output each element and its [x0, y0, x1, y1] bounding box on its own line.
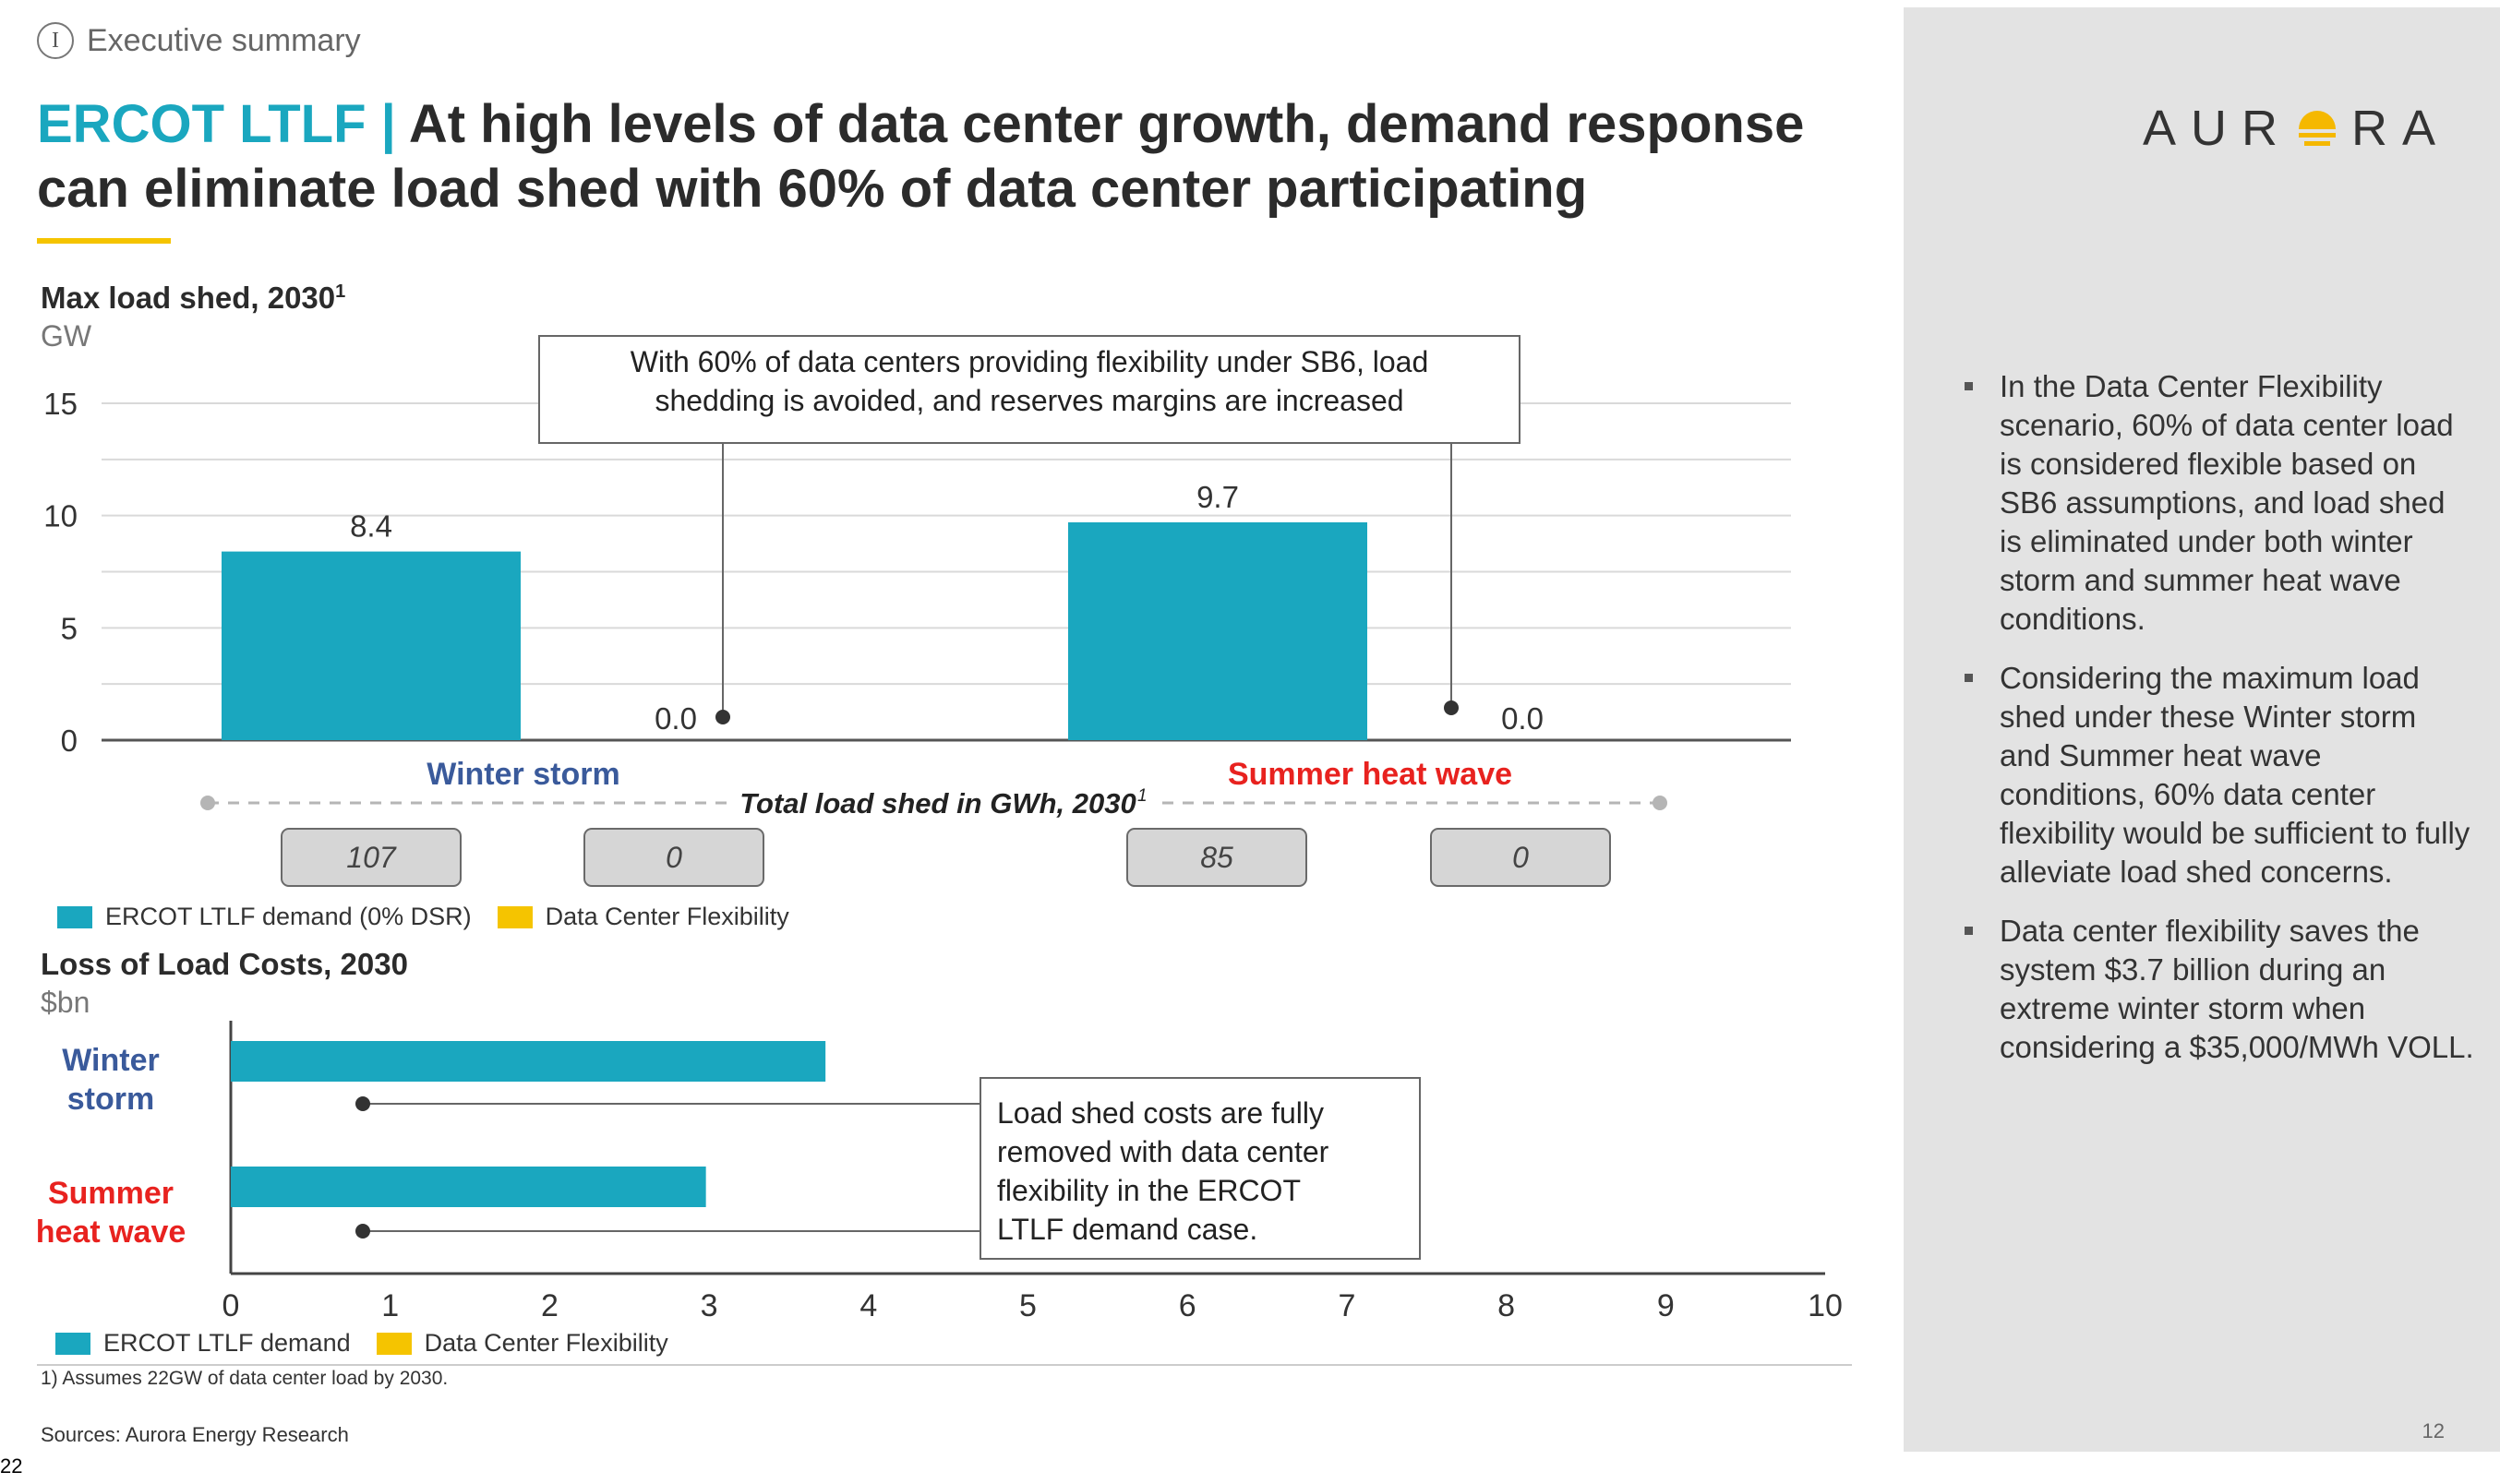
bar-ercot [1068, 521, 1367, 740]
total-box [583, 828, 764, 887]
totals-label-sup: 1 [1137, 786, 1148, 806]
sources: Sources: Aurora Energy Research [41, 1423, 349, 1446]
total-box [1126, 828, 1307, 887]
sun-icon [2298, 111, 2336, 146]
slide-title: ERCOT LTLF | At high levels of data cent… [37, 92, 1883, 221]
total-value: 85 [1200, 841, 1233, 874]
legend-label: ERCOT LTLF demand (0% DSR) [105, 903, 472, 930]
sidebar-bullet: Considering the maximum load shed under … [1957, 659, 2474, 892]
x-tick-label: 3 [701, 1288, 718, 1323]
callout-text: Load shed costs are fully [997, 1096, 1324, 1130]
category-label: storm [67, 1082, 154, 1117]
totals-line-end [1653, 796, 1667, 810]
legend-label: ERCOT LTLF demand [103, 1329, 351, 1357]
section-label: I Executive summary [37, 22, 361, 59]
category-label: Summer [48, 1176, 174, 1211]
zero-marker-dot [355, 1224, 370, 1239]
aurora-logo: AUR RA [2143, 100, 2450, 157]
chart2-legend: ERCOT LTLF demand Data Center Flexibilit… [55, 1329, 668, 1358]
y-tick-label: 5 [61, 611, 78, 645]
callout-text: removed with data center [997, 1135, 1329, 1168]
zero-marker-dot [715, 710, 730, 724]
callout-text: flexibility in the ERCOT [997, 1174, 1301, 1207]
callout-box [538, 335, 1520, 444]
x-tick-label: 10 [1808, 1288, 1843, 1323]
category-label: Winter [62, 1043, 159, 1078]
loss-of-load-costs-chart: 0 1 2 3 4 5 6 7 8 9 10 Winter storm Summer heat wave Lo… [36, 1021, 1843, 1323]
chart1-unit: GW [41, 319, 92, 353]
legend-swatch-teal [55, 1332, 90, 1355]
callout-box [980, 1077, 1421, 1260]
title-accent: ERCOT LTLF | [37, 94, 396, 154]
data-label: 0.0 [655, 701, 697, 736]
footnote-divider [37, 1364, 1852, 1366]
chart1-title-text: Max load shed, 2030 [41, 281, 336, 315]
category-label: heat wave [36, 1215, 186, 1250]
bar-ercot [222, 551, 521, 740]
zero-marker-dot [355, 1096, 370, 1111]
footnote: 1) Assumes 22GW of data center load by 2… [41, 1368, 449, 1389]
section-number-badge: I [37, 22, 74, 59]
slide-id: 22 [0, 1454, 23, 1478]
chart2-title: Loss of Load Costs, 2030 [41, 947, 408, 981]
zero-marker-dot [1444, 700, 1459, 715]
x-tick-label: 0 [222, 1288, 240, 1323]
y-tick-label: 10 [43, 499, 78, 533]
legend-label: Data Center Flexibility [424, 1329, 668, 1357]
logo-text-left: AUR [2142, 101, 2292, 156]
y-tick-label: 0 [61, 724, 78, 758]
legend-swatch-yellow [376, 1332, 412, 1355]
totals-label-bg [731, 783, 1158, 823]
callout-text: LTLF demand case. [997, 1213, 1257, 1246]
title-underline [37, 238, 171, 244]
chart1-legend: ERCOT LTLF demand (0% DSR) Data Center F… [57, 903, 789, 931]
cost-bar [231, 1167, 706, 1207]
legend-label: Data Center Flexibility [545, 903, 789, 930]
x-tick-label: 7 [1338, 1288, 1355, 1323]
legend-swatch-yellow [497, 905, 533, 928]
totals-line-end [200, 796, 215, 810]
data-label: 9.7 [1196, 480, 1239, 514]
chart2-unit: $bn [41, 986, 90, 1019]
sidebar-bullet: In the Data Center Flexibility scenario,… [1957, 367, 2474, 639]
logo-text-right: RA [2350, 101, 2450, 156]
total-box [281, 828, 462, 887]
x-tick-label: 5 [1019, 1288, 1037, 1323]
sidebar-panel [1904, 7, 2500, 1452]
callout-text: shedding is avoided, and reserves margin… [655, 384, 1403, 417]
data-label: 0.0 [1501, 701, 1544, 736]
total-box [1430, 828, 1611, 887]
x-tick-label: 8 [1497, 1288, 1515, 1323]
x-tick-label: 1 [381, 1288, 399, 1323]
totals-label: Total load shed in GWh, 2030 [739, 787, 1136, 820]
y-tick-label: 15 [43, 387, 78, 421]
sidebar-bullet: Data center flexibility saves the system… [1957, 912, 2474, 1067]
total-value: 0 [666, 841, 682, 874]
sidebar-bullets: In the Data Center Flexibility scenario,… [1957, 367, 2474, 1087]
callout-text: With 60% of data centers providing flexi… [631, 345, 1428, 378]
x-tick-label: 2 [541, 1288, 559, 1323]
group-label: Winter storm [427, 757, 619, 792]
cost-bar [231, 1041, 826, 1082]
total-value: 107 [346, 841, 397, 874]
chart1-title-sup: 1 [335, 281, 346, 302]
total-value: 0 [1512, 841, 1529, 874]
x-tick-label: 9 [1657, 1288, 1675, 1323]
group-label: Summer heat wave [1228, 757, 1512, 792]
page-number: 12 [2422, 1419, 2445, 1442]
title-text: At high levels of data center growth, de… [37, 94, 1805, 219]
x-tick-label: 6 [1179, 1288, 1196, 1323]
x-tick-label: 4 [859, 1288, 877, 1323]
legend-swatch-teal [57, 905, 92, 928]
data-label: 8.4 [350, 509, 392, 544]
section-title: Executive summary [87, 22, 361, 58]
chart1-title: Max load shed, 20301 [41, 281, 345, 316]
